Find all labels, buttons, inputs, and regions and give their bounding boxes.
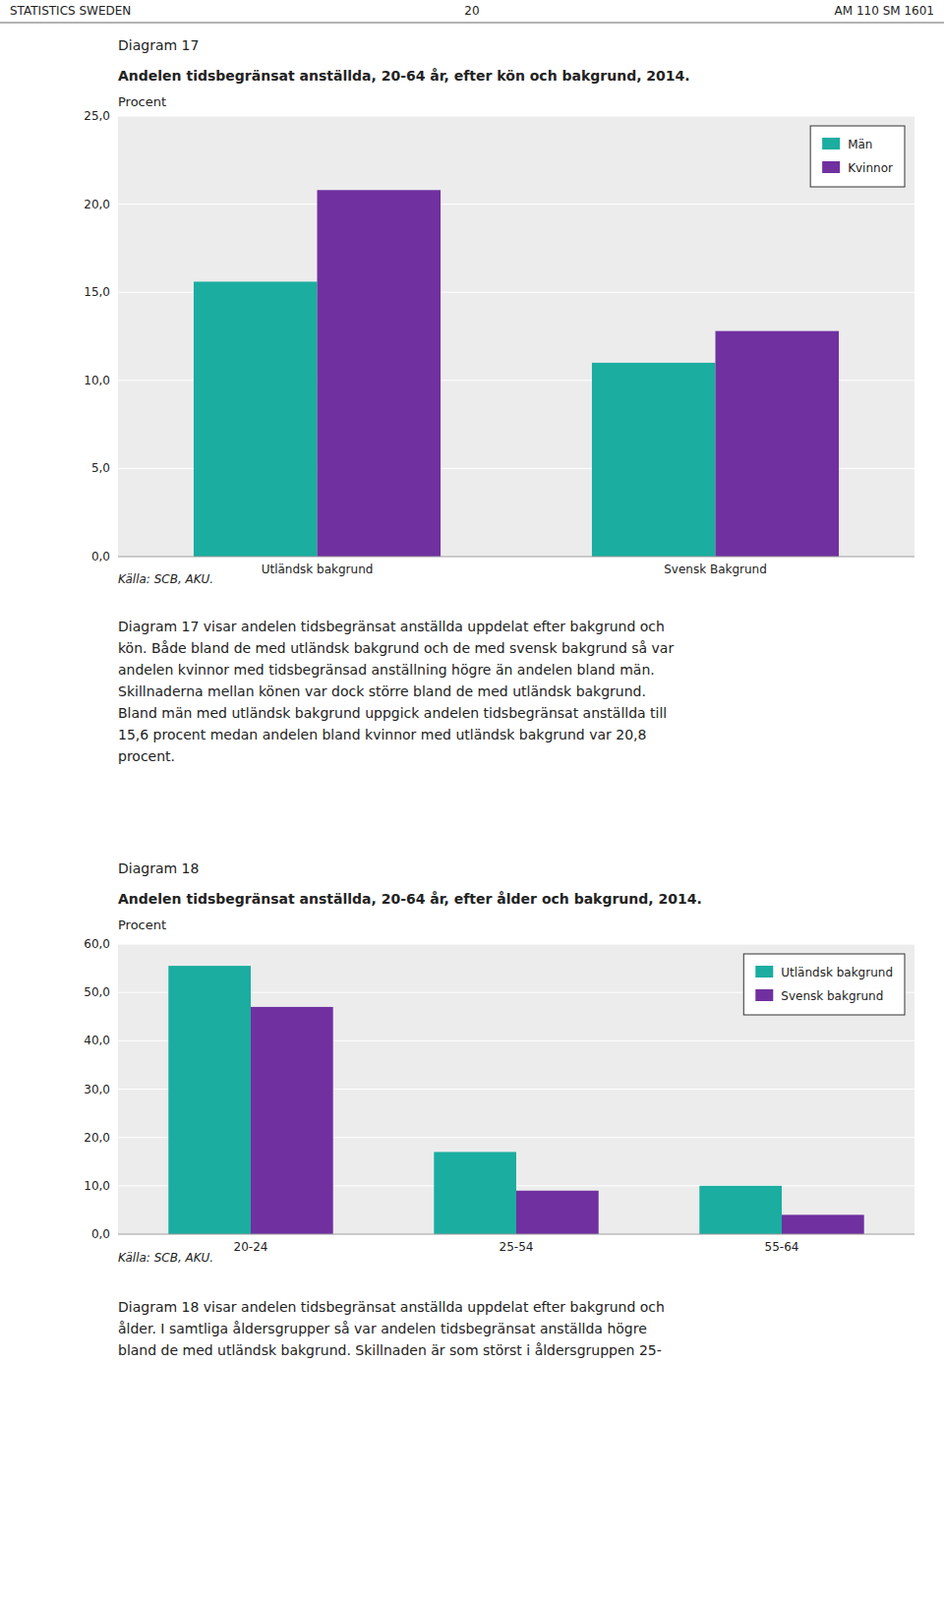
page: STATISTICS SWEDEN 20 AM 110 SM 1601 Diagram… (0, 0, 944, 1600)
bar (433, 1151, 517, 1235)
legend-label: Kvinnor (847, 161, 893, 176)
legend: Män Kvinnor (810, 125, 905, 187)
grid-line (118, 116, 915, 118)
legend-label: Män (847, 137, 873, 152)
chart: Diagram 18 Andelen tidsbegränsat anställd… (83, 860, 915, 1358)
chart-label: Diagram 17 (118, 37, 199, 54)
y-tick-label: 20,0 (83, 1130, 111, 1145)
body-text: andelen kvinnor med tidsbegränsad anstäl… (118, 661, 655, 678)
x-axis-line (118, 1234, 915, 1236)
legend-swatch (822, 161, 840, 174)
header-left: STATISTICS SWEDEN (9, 3, 131, 18)
body-text: Skillnaderna mellan könen var dock störr… (118, 683, 647, 700)
y-tick-label: 50,0 (83, 985, 111, 1000)
y-tick-label: 5,0 (91, 461, 111, 475)
body-text: Bland män med utländsk bakgrund uppgick … (118, 705, 667, 721)
y-axis-label: Procent (118, 917, 167, 933)
body-text: Diagram 18 visar andelen tidsbegränsat a… (118, 1298, 665, 1315)
y-tick-label: 40,0 (83, 1033, 111, 1048)
bar (699, 1185, 782, 1235)
y-axis-label: Procent (118, 94, 167, 110)
background (0, 0, 944, 1600)
header-divider (0, 22, 944, 24)
chart-title: Andelen tidsbegränsat anställda, 20-64 å… (118, 890, 703, 907)
chart-title: Andelen tidsbegränsat anställda, 20-64 å… (118, 67, 691, 84)
x-tick-label: Svensk Bakgrund (663, 562, 767, 577)
bar (317, 189, 442, 557)
x-tick-label: 20-24 (234, 1239, 269, 1254)
x-tick-label: 55-64 (765, 1239, 800, 1254)
y-tick-label: 0,0 (91, 549, 111, 564)
body-text: bland de med utländsk bakgrund. Skillnad… (118, 1342, 662, 1358)
bar (193, 281, 318, 557)
bar (591, 362, 716, 557)
source-note: Källa: SCB, AKU. (118, 572, 214, 587)
y-tick-label: 10,0 (83, 373, 111, 388)
legend-box (810, 125, 905, 187)
grid-line (118, 1234, 915, 1236)
header-center: 20 (464, 3, 479, 18)
legend-swatch (822, 137, 840, 150)
legend-swatch (755, 989, 773, 1002)
x-tick-label: 25-54 (499, 1239, 534, 1254)
bar (781, 1214, 865, 1235)
y-tick-label: 60,0 (83, 937, 111, 951)
legend: Utländsk bakgrund Svensk bakgrund (743, 953, 905, 1015)
bar (168, 965, 251, 1235)
source-note: Källa: SCB, AKU. (118, 1250, 214, 1265)
body-text: procent. (118, 748, 176, 765)
chart-label: Diagram 18 (118, 860, 199, 877)
y-tick-label: 30,0 (83, 1082, 111, 1097)
grid-line (118, 203, 915, 205)
bar (715, 331, 840, 557)
y-tick-label: 25,0 (83, 109, 111, 123)
legend-label: Utländsk bakgrund (780, 965, 893, 980)
body-text: ålder. I samtliga åldersgrupper så var a… (118, 1320, 648, 1337)
y-tick-label: 15,0 (83, 285, 111, 299)
x-tick-label: Utländsk bakgrund (261, 562, 374, 577)
bar (250, 1006, 334, 1235)
legend-box (743, 953, 905, 1015)
grid-line (118, 944, 915, 945)
body-text: 15,6 procent medan andelen bland kvinnor… (118, 726, 647, 743)
legend-label: Svensk bakgrund (780, 989, 884, 1003)
plot-background (118, 944, 915, 1235)
bar (516, 1190, 599, 1235)
bars (193, 189, 839, 557)
y-tick-label: 0,0 (91, 1227, 111, 1241)
x-axis-line (118, 556, 915, 558)
header-right: AM 110 SM 1601 (834, 3, 935, 18)
legend-swatch (755, 965, 773, 978)
plot-background (118, 116, 915, 557)
y-tick-label: 20,0 (83, 197, 111, 212)
body-text: kön. Både bland de med utländsk bakgrund… (118, 640, 674, 656)
body-text: Diagram 17 visar andelen tidsbegränsat a… (118, 618, 665, 635)
chart: Diagram 17 Andelen tidsbegränsat anställd… (83, 37, 915, 765)
y-tick-label: 10,0 (83, 1179, 111, 1193)
grid-line (118, 556, 915, 558)
